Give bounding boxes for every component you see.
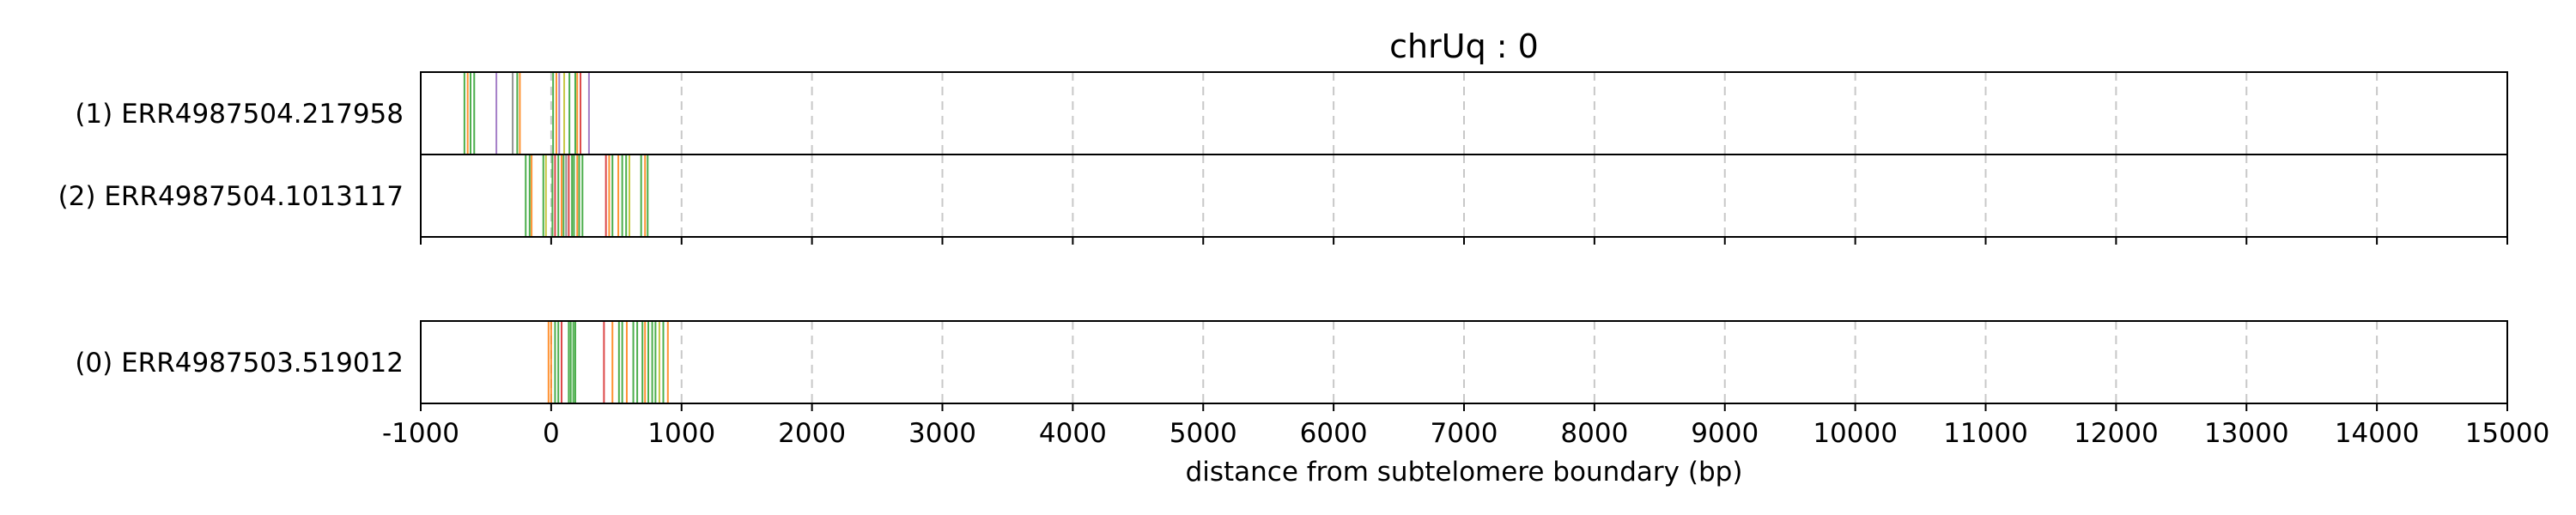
track-label: (2) ERR4987504.1013117 <box>58 181 404 212</box>
track-frame <box>420 154 2508 238</box>
x-tick-label: 14000 <box>2335 418 2420 449</box>
track-frame <box>420 71 2508 155</box>
x-tick-label: 8000 <box>1560 418 1628 449</box>
track: (1) ERR4987504.217958 <box>75 71 2508 155</box>
track-group: (0) ERR4987503.519012 <box>75 320 2508 411</box>
x-tick-label: 11000 <box>1943 418 2028 449</box>
x-axis-label: distance from subtelomere boundary (bp) <box>1186 457 1743 488</box>
x-tick-label: 10000 <box>1813 418 1898 449</box>
x-tick-label: 12000 <box>2074 418 2159 449</box>
x-tick-label: 0 <box>543 418 560 449</box>
x-tick-label: 1000 <box>647 418 715 449</box>
chart-title: chrUq : 0 <box>1389 27 1539 65</box>
track-label: (1) ERR4987504.217958 <box>75 99 404 130</box>
track-group: (1) ERR4987504.217958 (2) ERR4987504.1013… <box>58 71 2508 245</box>
x-tick-label: 5000 <box>1170 418 1237 449</box>
x-tick-label: 6000 <box>1300 418 1368 449</box>
x-tick-label: 7000 <box>1431 418 1498 449</box>
x-tick-label: 15000 <box>2465 418 2550 449</box>
track-label: (0) ERR4987503.519012 <box>75 348 404 379</box>
x-tick-label: 13000 <box>2204 418 2289 449</box>
x-tick-label: -1000 <box>382 418 459 449</box>
track: (0) ERR4987503.519012 <box>75 320 2508 404</box>
plot-area: (1) ERR4987504.217958 (2) ERR4987504.1013… <box>58 71 2550 449</box>
x-tick-label: 9000 <box>1691 418 1759 449</box>
track: (2) ERR4987504.1013117 <box>58 154 2508 238</box>
track-frame <box>420 320 2508 404</box>
x-tick-label: 4000 <box>1039 418 1107 449</box>
x-tick-label: 3000 <box>908 418 976 449</box>
x-tick-label: 2000 <box>778 418 846 449</box>
